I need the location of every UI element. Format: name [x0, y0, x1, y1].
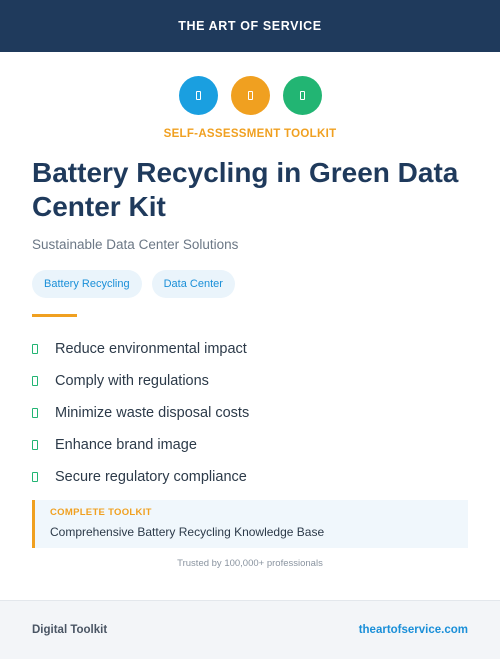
- check-icon: [32, 376, 38, 386]
- check-icon: [32, 440, 38, 450]
- feature-item: Secure regulatory compliance: [32, 461, 249, 493]
- page-title: Battery Recycling in Green Data Center K…: [32, 157, 459, 222]
- feature-text: Comply with regulations: [55, 373, 209, 389]
- tag-list: Battery Recycling Data Center: [32, 270, 235, 298]
- tag-data-center[interactable]: Data Center: [151, 270, 235, 298]
- feature-item: Minimize waste disposal costs: [32, 397, 249, 429]
- check-icon: [32, 344, 38, 354]
- header-bar: THE ART OF SERVICE: [0, 0, 500, 52]
- feature-text: Enhance brand image: [55, 437, 197, 453]
- feature-item: Enhance brand image: [32, 429, 249, 461]
- accent-divider: [32, 314, 77, 317]
- recycle-icon: [178, 76, 218, 115]
- toolkit-eyebrow: SELF-ASSESSMENT TOOLKIT: [163, 128, 337, 140]
- trust-text: Trusted by 100,000+ professionals: [177, 558, 323, 569]
- check-icon: [32, 472, 38, 482]
- footer-website-link[interactable]: theartofservice.com: [358, 624, 468, 636]
- feature-text: Secure regulatory compliance: [55, 469, 247, 485]
- battery-icon: [230, 76, 270, 115]
- page-subtitle: Sustainable Data Center Solutions: [32, 237, 239, 252]
- brand-name: THE ART OF SERVICE: [178, 19, 322, 33]
- icon-row: [0, 76, 500, 115]
- feature-list: Reduce environmental impact Comply with …: [32, 333, 249, 493]
- feature-text: Minimize waste disposal costs: [55, 405, 250, 421]
- complete-toolkit-callout: COMPLETE TOOLKIT Comprehensive Battery R…: [32, 500, 468, 548]
- feature-text: Reduce environmental impact: [55, 341, 247, 357]
- callout-label: COMPLETE TOOLKIT: [50, 507, 152, 518]
- callout-text: Comprehensive Battery Recycling Knowledg…: [50, 525, 325, 539]
- leaf-icon: [282, 76, 322, 115]
- feature-item: Reduce environmental impact: [32, 333, 249, 365]
- footer-label: Digital Toolkit: [32, 624, 108, 636]
- feature-item: Comply with regulations: [32, 365, 249, 397]
- check-icon: [32, 408, 38, 418]
- tag-battery-recycling[interactable]: Battery Recycling: [32, 270, 142, 298]
- footer-bar: Digital Toolkit theartofservice.com: [0, 600, 500, 659]
